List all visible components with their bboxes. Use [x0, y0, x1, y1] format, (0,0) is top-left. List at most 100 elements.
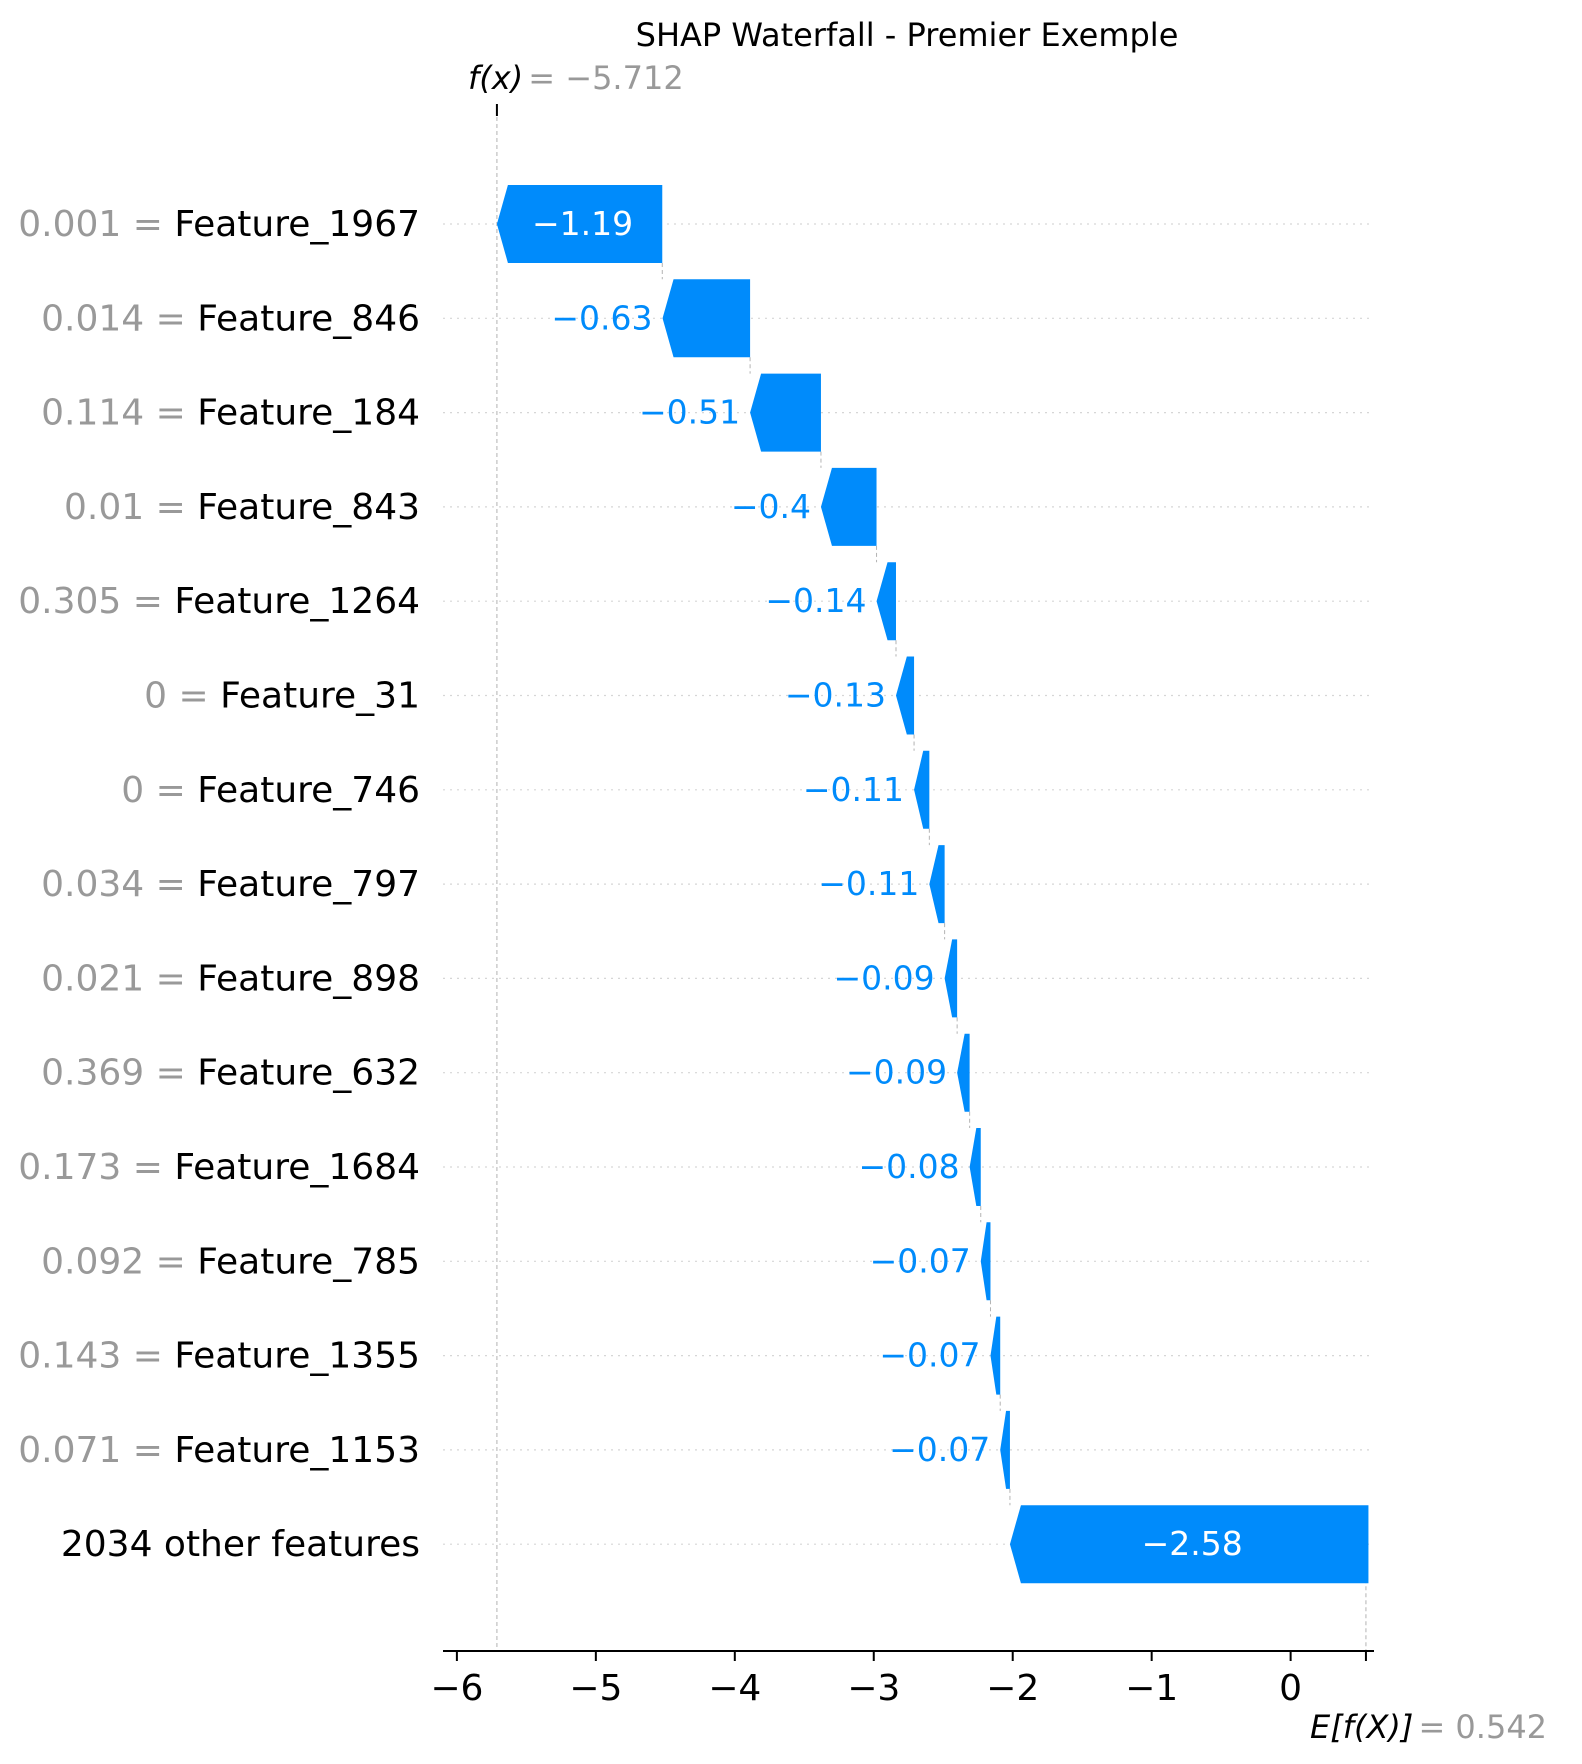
feature-equals: =: [144, 1053, 197, 1094]
feature-name: Feature_1153: [174, 1430, 420, 1471]
row-label: 0.021 = Feature_898: [41, 958, 420, 999]
feature-value: 0.071: [18, 1430, 121, 1471]
feature-name: Feature_184: [197, 393, 420, 434]
feature-value: 0.305: [18, 581, 121, 622]
x-tick-label: −2: [986, 1668, 1039, 1709]
feature-value: 0.143: [18, 1336, 121, 1377]
bar-value-label: −0.14: [765, 581, 866, 620]
grid-layer: [443, 223, 1374, 1545]
bar-value-label: −0.13: [785, 676, 886, 715]
row-label: 0.305 = Feature_1264: [18, 581, 420, 622]
row-label: 0.143 = Feature_1355: [18, 1336, 420, 1377]
feature-name: Feature_785: [197, 1241, 420, 1282]
feature-equals: =: [121, 1430, 174, 1471]
row-label: 2034 other features: [61, 1524, 420, 1565]
waterfall-bar: [895, 656, 915, 735]
waterfall-bar: [957, 1033, 970, 1112]
feature-equals: =: [144, 958, 197, 999]
feature-equals: =: [167, 676, 220, 717]
row-label: 0.071 = Feature_1153: [18, 1430, 420, 1471]
waterfall-bar: [1009, 1505, 1369, 1584]
waterfall-bar: [980, 1222, 991, 1301]
bar-value-label: −0.09: [846, 1053, 947, 1092]
waterfall-bar: [944, 939, 958, 1018]
bar-value-label: −0.63: [551, 298, 652, 337]
waterfall-bar: [1000, 1410, 1010, 1489]
x-tick-label: −4: [708, 1668, 761, 1709]
x-tick-label: −1: [1125, 1668, 1178, 1709]
annotations-layer: f(x) = −5.712 E[f(X)] = 0.542: [468, 59, 1547, 1746]
bar-value-label: −0.09: [833, 958, 934, 997]
feature-name: Feature_31: [220, 676, 420, 717]
bar-value-label: −0.07: [889, 1430, 990, 1469]
waterfall-bar: [969, 1128, 981, 1206]
feature-equals: =: [121, 1147, 174, 1188]
feature-name: Feature_1264: [174, 581, 420, 622]
row-label: 0.173 = Feature_1684: [18, 1147, 420, 1188]
waterfall-bar: [662, 279, 751, 358]
row-label: 0.114 = Feature_184: [41, 393, 420, 434]
row-label: 0.369 = Feature_632: [41, 1053, 420, 1094]
bar-value-label: −0.07: [879, 1336, 980, 1375]
waterfall-bar: [750, 373, 821, 452]
feature-value: 0.014: [41, 298, 144, 339]
bar-value-label: −0.07: [870, 1241, 971, 1280]
row-label: 0 = Feature_31: [144, 676, 420, 717]
feature-equals: =: [121, 1336, 174, 1377]
fx-annotation: f(x) = −5.712: [468, 59, 684, 97]
ex-value: 0.542: [1455, 1708, 1547, 1746]
feature-name: Feature_843: [197, 487, 420, 528]
waterfall-bar: [914, 750, 930, 829]
feature-value: 0: [121, 770, 144, 811]
feature-name: Feature_898: [197, 958, 420, 999]
bar-value-label: −1.19: [532, 204, 633, 243]
feature-name: Feature_746: [197, 770, 420, 811]
feature-equals: =: [121, 204, 174, 245]
fx-value: −5.712: [565, 59, 683, 97]
bar-value-label: −0.4: [731, 487, 811, 526]
waterfall-bar: [496, 185, 663, 263]
feature-value: 0.369: [41, 1053, 144, 1094]
x-tick-label: 0: [1279, 1668, 1302, 1709]
waterfall-bar: [820, 467, 877, 546]
feature-equals: =: [144, 770, 197, 811]
feature-value: 0.021: [41, 958, 144, 999]
fx-equals: =: [528, 59, 565, 97]
ex-annotation: E[f(X)] = 0.542: [1310, 1708, 1547, 1746]
x-tick-label: −3: [847, 1668, 900, 1709]
feature-value: 0: [144, 676, 167, 717]
bar-value-label: −0.11: [818, 864, 919, 903]
x-tick-label: −5: [569, 1668, 622, 1709]
bar-value-label: −0.11: [803, 770, 904, 809]
ex-label: E[f(X)]: [1310, 1708, 1413, 1746]
feature-value: 0.092: [41, 1241, 144, 1282]
feature-name: Feature_846: [197, 298, 420, 339]
row-label: 0.01 = Feature_843: [64, 487, 420, 528]
x-axis: −6 −5 −4 −3 −2 −1 0: [430, 1650, 1374, 1709]
feature-name: Feature_1967: [174, 204, 420, 245]
feature-value: 0.001: [18, 204, 121, 245]
row-label: 0.014 = Feature_846: [41, 298, 420, 339]
chart-title: SHAP Waterfall - Premier Exemple: [636, 16, 1179, 54]
feature-equals: =: [144, 393, 197, 434]
row-label: 0 = Feature_746: [121, 770, 420, 811]
feature-name: Feature_632: [197, 1053, 420, 1094]
feature-value: 0.01: [64, 487, 144, 528]
feature-value: 0.114: [41, 393, 144, 434]
bar-value-label: −0.08: [858, 1147, 959, 1186]
feature-value: 0.034: [41, 864, 144, 905]
feature-equals: =: [144, 1241, 197, 1282]
bar-value-label: −0.51: [639, 393, 740, 432]
feature-value: 0.173: [18, 1147, 121, 1188]
feature-name: Feature_797: [197, 864, 420, 905]
row-label: 0.001 = Feature_1967: [18, 204, 420, 245]
waterfall-bar: [929, 845, 945, 924]
waterfall-bar: [876, 562, 896, 641]
feature-equals: =: [144, 864, 197, 905]
bar-value-label: −2.58: [1142, 1524, 1243, 1563]
feature-equals: =: [144, 298, 197, 339]
feature-name: 2034 other features: [61, 1524, 420, 1565]
